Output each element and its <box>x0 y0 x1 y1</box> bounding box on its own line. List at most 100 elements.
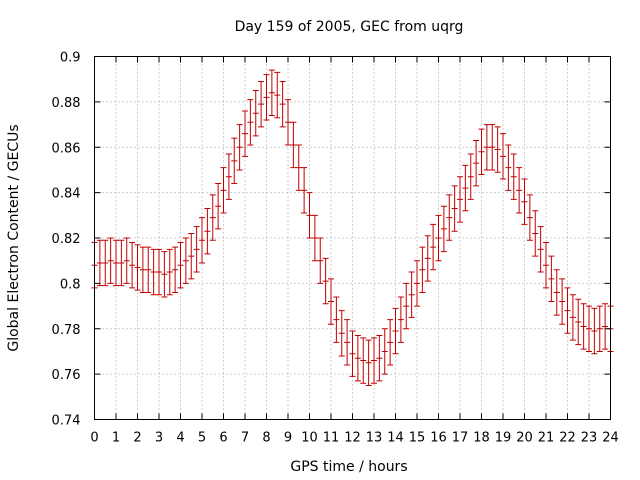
data-point-errorbar <box>225 153 232 200</box>
axis-ticks <box>94 56 611 420</box>
data-point-errorbar <box>317 237 324 284</box>
data-point-errorbar <box>424 235 431 282</box>
data-point-errorbar <box>596 305 603 352</box>
data-point-errorbar <box>199 217 205 264</box>
data-point-errorbar <box>236 124 243 171</box>
x-tick-label: 22 <box>559 431 576 446</box>
data-point-errorbar <box>113 239 119 287</box>
data-point-errorbar <box>161 251 168 298</box>
data-point-errorbar <box>483 124 490 171</box>
data-point-errorbar <box>532 210 539 257</box>
error-bars <box>91 69 614 386</box>
data-point-errorbar <box>268 69 275 116</box>
x-tick-label: 16 <box>430 431 447 446</box>
data-point-errorbar <box>473 139 480 187</box>
data-point-errorbar <box>553 269 560 316</box>
x-tick-label: 20 <box>516 431 533 446</box>
x-axis-label: GPS time / hours <box>290 459 407 475</box>
data-point-errorbar <box>204 208 211 255</box>
data-point-errorbar <box>467 153 474 200</box>
x-tick-label: 18 <box>473 431 490 446</box>
data-point-errorbar <box>478 128 485 175</box>
data-point-errorbar <box>215 183 222 230</box>
data-point-errorbar <box>548 255 555 303</box>
data-point-errorbar <box>96 239 103 287</box>
data-point-errorbar <box>322 257 329 305</box>
data-point-errorbar <box>118 239 125 287</box>
x-tick-label: 4 <box>176 431 184 446</box>
chart-title: Day 159 of 2005, GEC from uqrg <box>235 19 464 35</box>
data-point-errorbar <box>311 214 318 262</box>
x-tick-label: 9 <box>284 431 292 446</box>
data-point-errorbar <box>365 339 372 386</box>
data-point-errorbar <box>220 167 227 214</box>
data-point-errorbar <box>172 246 179 293</box>
data-point-errorbar <box>446 194 453 241</box>
data-point-errorbar <box>408 271 415 318</box>
data-point-errorbar <box>457 176 463 223</box>
data-point-errorbar <box>360 337 367 384</box>
data-point-errorbar <box>258 80 265 128</box>
data-point-errorbar <box>489 124 496 171</box>
data-point-errorbar <box>543 242 549 289</box>
data-point-errorbar <box>263 74 270 121</box>
data-point-errorbar <box>107 237 114 284</box>
x-tick-label: 19 <box>495 431 512 446</box>
x-tick-label: 6 <box>219 431 227 446</box>
data-point-errorbar <box>349 330 356 377</box>
data-point-errorbar <box>575 298 582 346</box>
data-point-errorbar <box>134 244 141 291</box>
x-tick-label: 13 <box>366 431 383 446</box>
data-point-errorbar <box>387 319 394 366</box>
data-point-errorbar <box>306 192 313 239</box>
data-point-errorbar <box>139 246 146 293</box>
data-point-errorbar <box>494 126 501 173</box>
y-tick-label: 0.78 <box>52 323 81 338</box>
data-point-errorbar <box>123 237 130 284</box>
data-point-errorbar <box>521 178 528 225</box>
data-point-errorbar <box>252 90 259 137</box>
data-point-errorbar <box>209 194 216 241</box>
data-point-errorbar <box>156 248 162 296</box>
y-tick-label: 0.84 <box>52 187 81 202</box>
y-axis-label: Global Electron Content / GECUs <box>6 124 22 351</box>
data-point-errorbar <box>338 310 345 357</box>
data-point-errorbar <box>371 337 377 384</box>
data-point-errorbar <box>516 167 523 214</box>
data-point-errorbar <box>247 99 254 146</box>
data-point-errorbar <box>328 278 334 325</box>
x-tick-label: 8 <box>262 431 270 446</box>
data-point-errorbar <box>290 121 297 169</box>
data-point-errorbar <box>381 328 388 375</box>
x-tick-label: 11 <box>323 431 340 446</box>
data-point-errorbar <box>285 99 291 146</box>
data-point-errorbar <box>580 303 587 350</box>
x-tick-label: 5 <box>198 431 206 446</box>
x-tick-label: 17 <box>452 431 469 446</box>
y-tick-labels: 0.74 0.76 0.78 0.8 0.82 0.84 0.86 0.88 0.9 <box>52 51 81 429</box>
x-tick-label: 3 <box>155 431 163 446</box>
x-tick-label: 2 <box>133 431 141 446</box>
data-point-errorbar <box>188 232 195 280</box>
data-point-errorbar <box>301 167 308 214</box>
y-tick-label: 0.86 <box>52 141 81 156</box>
data-point-errorbar <box>537 226 544 273</box>
data-point-errorbar <box>129 242 136 289</box>
data-point-errorbar <box>397 296 404 343</box>
data-point-errorbar <box>295 144 302 191</box>
y-tick-label: 0.76 <box>52 368 81 383</box>
data-point-errorbar <box>414 260 420 307</box>
y-tick-label: 0.82 <box>52 232 81 247</box>
data-point-errorbar <box>591 307 598 355</box>
data-point-errorbar <box>231 137 238 185</box>
x-tick-label: 21 <box>538 431 555 446</box>
x-tick-label: 24 <box>602 431 619 446</box>
x-tick-labels: 0 1 2 3 4 5 6 7 8 9 10 11 12 13 14 15 16 17 18 19 20 21 22 23 24 <box>90 431 618 446</box>
data-point-errorbar <box>435 214 442 262</box>
data-point-errorbar <box>505 144 512 191</box>
data-point-errorbar <box>333 296 340 343</box>
x-tick-label: 10 <box>301 431 318 446</box>
x-tick-label: 14 <box>387 431 404 446</box>
data-point-errorbar <box>166 248 173 296</box>
y-tick-label: 0.8 <box>60 277 81 292</box>
